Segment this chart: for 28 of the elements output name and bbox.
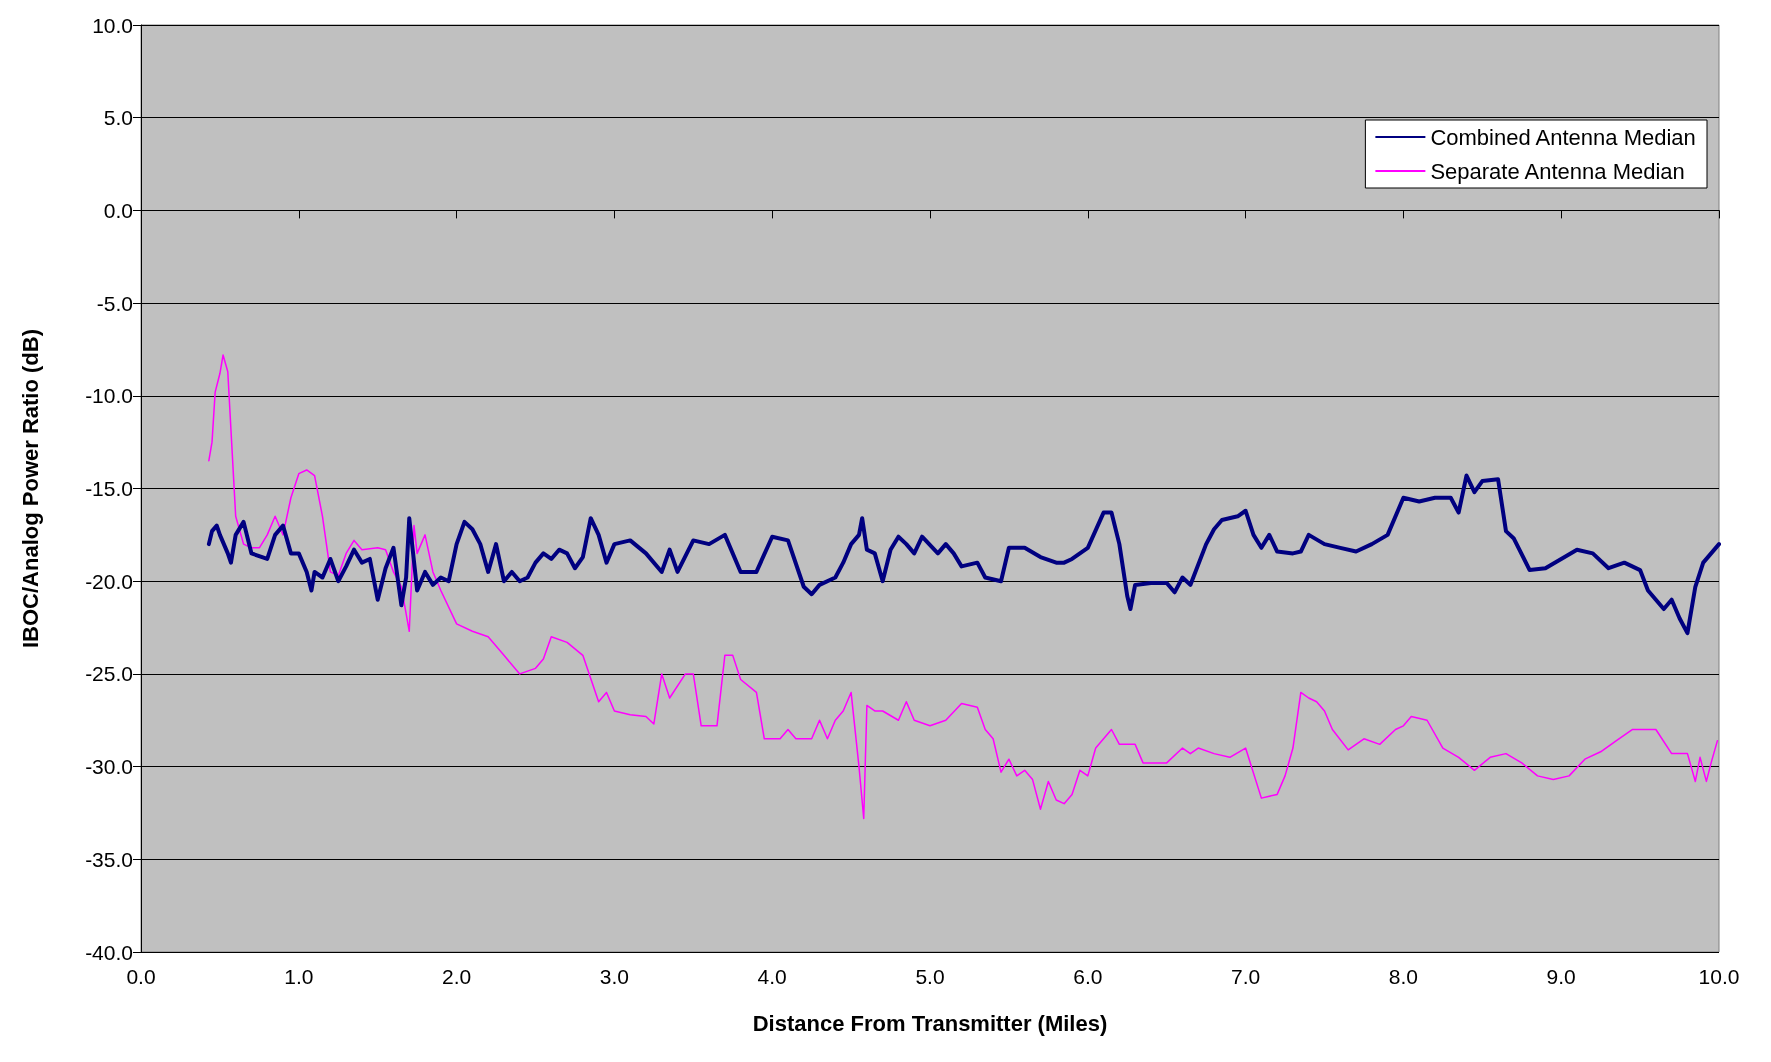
x-tick-label: 4.0: [757, 965, 787, 988]
y-tick-label: 5.0: [103, 106, 133, 130]
x-tick-label: 1.0: [284, 965, 314, 988]
y-tick-label: -30.0: [85, 755, 133, 779]
x-axis-title: Distance From Transmitter (Miles): [752, 1010, 1108, 1036]
y-tick-label: -40.0: [85, 940, 133, 964]
y-tick-label: -25.0: [85, 662, 133, 686]
x-tick-label: 10.0: [1698, 965, 1740, 988]
x-tick-label: 8.0: [1388, 965, 1418, 988]
x-tick-label: 0.0: [126, 965, 156, 988]
y-axis-title: IBOC/Analog Power Ratio (dB): [17, 329, 43, 648]
line-series: [208, 354, 1719, 820]
y-tick-label: -10.0: [85, 384, 133, 408]
y-tick-label: -5.0: [96, 291, 133, 315]
x-tick-label: 5.0: [915, 965, 945, 988]
x-tick-label: 2.0: [442, 965, 472, 988]
y-tick-label: 0.0: [103, 198, 133, 222]
y-tick-label: -35.0: [85, 847, 133, 871]
line-series: [206, 473, 1721, 636]
y-tick-label: -15.0: [85, 477, 133, 500]
legend-label: Separate Antenna Median: [1430, 158, 1685, 184]
x-tick-label: 3.0: [599, 965, 629, 988]
y-tick-label: 10.0: [92, 13, 133, 37]
x-tick-label: 6.0: [1073, 965, 1103, 988]
x-tick-label: 9.0: [1546, 965, 1576, 988]
legend-label: Combined Antenna Median: [1430, 124, 1696, 150]
x-tick-label: 7.0: [1231, 965, 1261, 988]
y-tick-label: -20.0: [85, 569, 133, 593]
